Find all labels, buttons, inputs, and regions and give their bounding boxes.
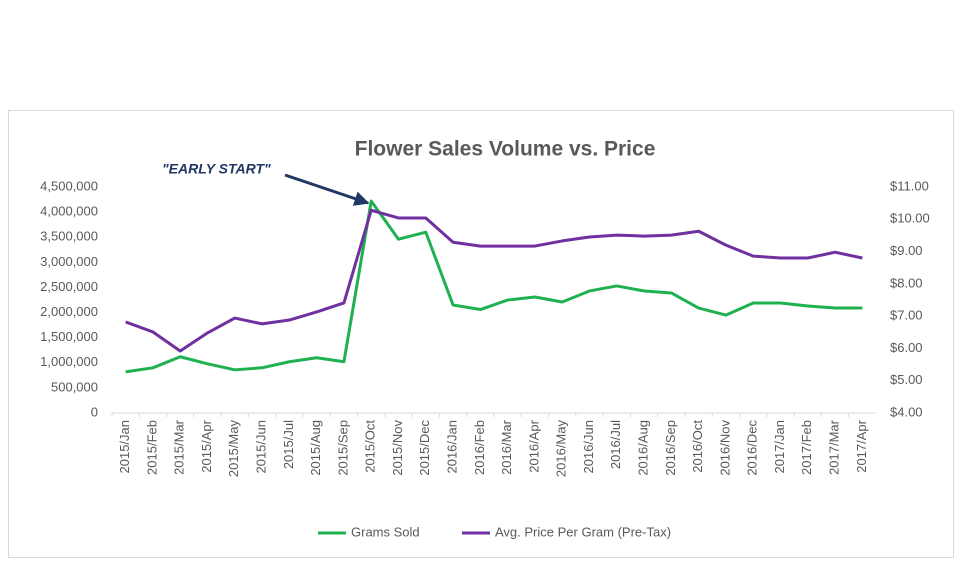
x-tick-label: 2016/Jul bbox=[608, 420, 623, 469]
x-tick-label: 2016/Jun bbox=[581, 420, 596, 474]
x-tick-label: 2015/Sep bbox=[335, 420, 350, 476]
x-tick-label: 2016/Nov bbox=[717, 420, 732, 476]
chart-frame bbox=[8, 110, 954, 558]
legend-label: Avg. Price Per Gram (Pre-Tax) bbox=[495, 524, 671, 539]
y-tick-label: 2,500,000 bbox=[40, 279, 98, 294]
x-tick-label: 2015/Nov bbox=[390, 420, 405, 476]
y2-tick-label: $4.00 bbox=[890, 404, 923, 419]
x-tick-label: 2016/Aug bbox=[636, 420, 651, 476]
x-tick-label: 2015/May bbox=[226, 420, 241, 478]
y-tick-label: 3,500,000 bbox=[40, 229, 98, 244]
y2-tick-label: $7.00 bbox=[890, 308, 923, 323]
x-tick-label: 2016/Mar bbox=[499, 419, 514, 475]
x-tick-label: 2015/Aug bbox=[308, 420, 323, 476]
x-tick-label: 2015/Jun bbox=[254, 420, 269, 474]
y2-tick-label: $6.00 bbox=[890, 340, 923, 355]
y2-tick-label: $9.00 bbox=[890, 243, 923, 258]
y2-tick-label: $11.00 bbox=[890, 178, 929, 193]
x-tick-label: 2015/Mar bbox=[172, 419, 187, 475]
x-tick-label: 2015/Jul bbox=[281, 420, 296, 469]
y-tick-label: 500,000 bbox=[51, 379, 98, 394]
x-tick-label: 2017/Jan bbox=[772, 420, 787, 474]
y-tick-label: 1,000,000 bbox=[40, 354, 98, 369]
y-tick-label: 4,000,000 bbox=[40, 204, 98, 219]
y-tick-label: 1,500,000 bbox=[40, 329, 98, 344]
y-tick-label: 2,000,000 bbox=[40, 304, 98, 319]
x-tick-label: 2017/Feb bbox=[799, 420, 814, 475]
x-tick-label: 2015/Jan bbox=[117, 420, 132, 474]
annotation: "EARLY START" bbox=[162, 161, 271, 177]
y-tick-label: 0 bbox=[91, 404, 98, 419]
legend-label: Grams Sold bbox=[351, 524, 420, 539]
y2-tick-label: $10.00 bbox=[890, 211, 930, 226]
x-tick-label: 2017/Mar bbox=[827, 419, 842, 475]
x-tick-label: 2016/Feb bbox=[472, 420, 487, 475]
series-line bbox=[125, 199, 863, 374]
x-tick-label: 2016/Sep bbox=[663, 420, 678, 476]
x-tick-label: 2015/Oct bbox=[363, 420, 378, 473]
x-tick-label: 2016/Apr bbox=[526, 419, 541, 472]
x-tick-label: 2016/Jan bbox=[445, 420, 460, 474]
y2-tick-label: $8.00 bbox=[890, 275, 923, 290]
x-tick-label: 2015/Dec bbox=[417, 420, 432, 476]
y-tick-label: 3,000,000 bbox=[40, 254, 98, 269]
x-tick-label: 2015/Feb bbox=[144, 420, 159, 475]
x-tick-label: 2016/Dec bbox=[745, 420, 760, 476]
y-tick-label: 4,500,000 bbox=[40, 178, 98, 193]
x-tick-label: 2016/May bbox=[554, 420, 569, 478]
annotation-arrow bbox=[284, 173, 370, 206]
chart-title: Flower Sales Volume vs. Price bbox=[355, 138, 656, 161]
x-tick-label: 2016/Oct bbox=[690, 420, 705, 473]
x-tick-label: 2015/Apr bbox=[199, 419, 214, 472]
series-line bbox=[125, 208, 863, 353]
x-tick-label: 2017/Apr bbox=[854, 419, 869, 472]
y2-tick-label: $5.00 bbox=[890, 372, 923, 387]
